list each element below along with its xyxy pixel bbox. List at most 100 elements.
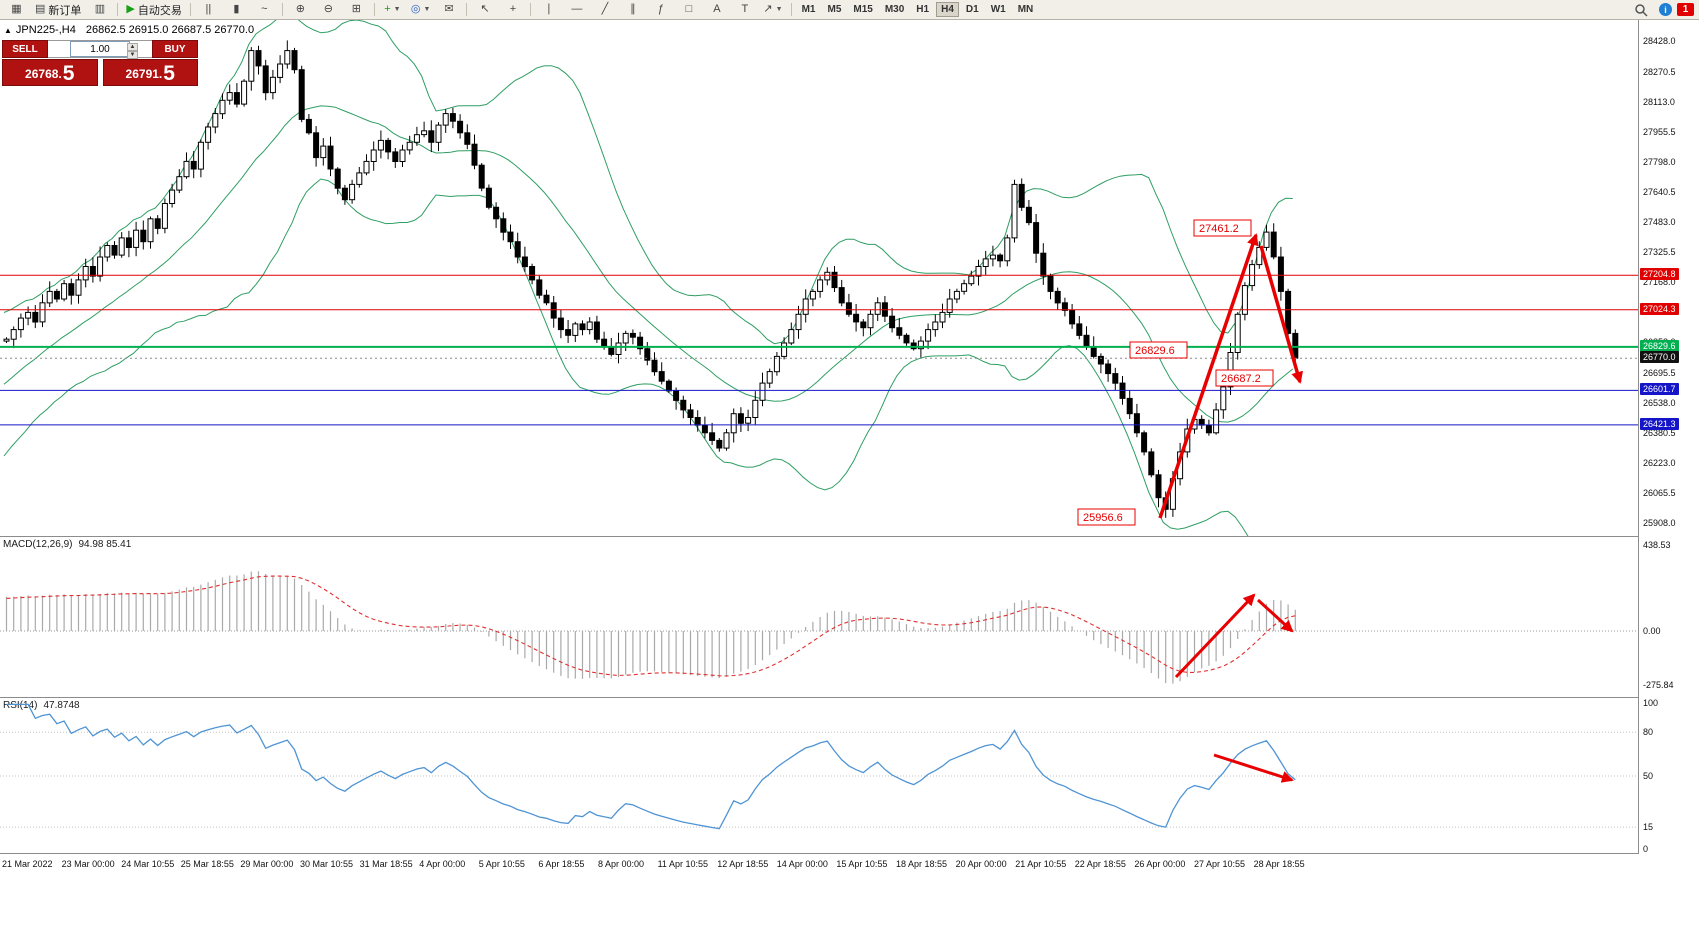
toolbar-bar-chart-button[interactable]: || xyxy=(195,0,222,19)
timeframe-d1-button[interactable]: D1 xyxy=(965,4,979,15)
cursor-icon: ↖ xyxy=(480,3,490,15)
time-label: 23 Mar 00:00 xyxy=(61,859,115,869)
fibonacci-icon: ƒ xyxy=(657,3,664,15)
timeframe-h1-button[interactable]: H1 xyxy=(916,4,930,15)
toolbar-separator xyxy=(281,3,283,16)
toolbar-right-group: i 1 xyxy=(1627,0,1696,19)
toolbar-chart-profiles-button[interactable]: ▥ xyxy=(86,0,113,19)
price-axis: 28428.0 28270.5 28113.0 27955.5 27798.0 27640… xyxy=(1638,20,1699,854)
toolbar-horizontal-line-button[interactable]: — xyxy=(563,0,590,19)
toolbar-separator xyxy=(466,3,468,16)
buy-button[interactable]: BUY xyxy=(152,40,198,58)
macd-scale-tick: 0.00 xyxy=(1643,626,1661,636)
toolbar-tile-windows-button[interactable]: ⊞ xyxy=(343,0,370,19)
timeframe-m5-button[interactable]: M5 xyxy=(827,4,842,15)
timeframe-m30-button[interactable]: M30 xyxy=(884,4,905,15)
toolbar-fibonacci-button[interactable]: ƒ xyxy=(647,0,674,19)
toolbar-text-tool-button[interactable]: A xyxy=(703,0,730,19)
time-label: 25 Mar 18:55 xyxy=(180,859,234,869)
annotation-price-box[interactable]: 27461.2 xyxy=(1193,219,1252,237)
buy-price-display[interactable]: 26791. 5 xyxy=(102,59,198,86)
trend-arrow[interactable] xyxy=(1158,233,1259,519)
toolbar-zoom-out-button[interactable]: ⊖ xyxy=(315,0,342,19)
toolbar-objects-list-button[interactable]: ◎ ▼ xyxy=(407,0,435,19)
rsi-scale-tick: 15 xyxy=(1643,822,1654,833)
sell-button[interactable]: SELL xyxy=(2,40,48,58)
sell-price-main: 26768. xyxy=(25,67,62,81)
trendline-icon: ╱ xyxy=(601,3,609,15)
candlestick-chart-icon: ▮ xyxy=(233,3,240,15)
community-icon[interactable]: i xyxy=(1659,3,1672,16)
trend-arrow[interactable] xyxy=(1259,245,1304,384)
collapse-one-click-icon[interactable]: ▲ xyxy=(4,26,12,35)
macd-indicator-label: MACD(12,26,9) 94.98 85.41 xyxy=(3,539,132,550)
time-label: 21 Apr 10:55 xyxy=(1015,859,1067,869)
trend-arrow[interactable] xyxy=(1174,593,1256,679)
toolbar-autotrading-button[interactable]: ▶ 自动交易 xyxy=(122,0,185,19)
volume-increase-button[interactable]: ▲ xyxy=(127,43,138,51)
time-label: 31 Mar 18:55 xyxy=(359,859,413,869)
svg-text:26829.6: 26829.6 xyxy=(1135,345,1175,357)
toolbar-add-indicator-button[interactable]: + ▼ xyxy=(379,0,406,19)
sell-price-pip: 5 xyxy=(62,62,75,85)
pane-separator[interactable] xyxy=(0,536,1699,537)
price-tick: 27955.5 xyxy=(1643,126,1676,137)
time-label: 26 Apr 00:00 xyxy=(1134,859,1186,869)
time-label: 12 Apr 18:55 xyxy=(717,859,769,869)
toolbar-chart-window-button[interactable]: ▦ xyxy=(3,0,30,19)
macd-pane[interactable] xyxy=(0,537,1638,697)
annotation-price-box[interactable]: 25956.6 xyxy=(1077,508,1136,526)
trend-arrow[interactable] xyxy=(1213,753,1294,783)
toolbar-cursor-button[interactable]: ↖ xyxy=(471,0,498,19)
rsi-scale-tick: 100 xyxy=(1643,698,1659,708)
dropdown-caret-icon: ▼ xyxy=(775,6,783,13)
chart-window: ▲ JPN225-,H4 26862.5 26915.0 26687.5 26770… xyxy=(0,20,1699,947)
svg-text:25956.6: 25956.6 xyxy=(1083,512,1123,524)
mailbox-icon: ✉ xyxy=(444,3,454,15)
toolbar-crosshair-button[interactable]: + xyxy=(499,0,526,19)
svg-text:26687.2: 26687.2 xyxy=(1221,373,1261,385)
toolbar-new-order-button[interactable]: ▤ 新订单 xyxy=(31,0,85,19)
toolbar-zoom-in-button[interactable]: ⊕ xyxy=(287,0,314,19)
volume-input[interactable] xyxy=(70,41,130,57)
vertical-line-icon: ∣ xyxy=(546,3,552,15)
price-tick: 26065.5 xyxy=(1643,487,1676,498)
objects-list-icon: ◎ xyxy=(410,3,421,15)
rsi-pane[interactable] xyxy=(0,698,1638,853)
annotation-price-box[interactable]: 26829.6 xyxy=(1129,341,1188,359)
macd-scale-tick: -275.84 xyxy=(1643,680,1674,691)
crosshair-icon: + xyxy=(509,3,517,15)
candles xyxy=(3,40,1299,518)
timeframe-m1-button[interactable]: M1 xyxy=(801,4,816,15)
toolbar-candlestick-chart-button[interactable]: ▮ xyxy=(223,0,250,19)
toolbar-separator xyxy=(189,3,191,16)
toolbar-trendline-button[interactable]: ╱ xyxy=(591,0,618,19)
timeframe-w1-button[interactable]: W1 xyxy=(990,4,1006,15)
pane-separator[interactable] xyxy=(0,697,1699,698)
price-tick: 28428.0 xyxy=(1643,36,1676,47)
time-label: 20 Apr 00:00 xyxy=(955,859,1007,869)
price-chart-pane[interactable]: 27461.2 26829.6 26687.2 25956.6 xyxy=(0,20,1638,536)
volume-decrease-button[interactable]: ▼ xyxy=(127,51,138,59)
toolbar-line-chart-button[interactable]: ~ xyxy=(251,0,278,19)
toolbar-shapes-button[interactable]: □ xyxy=(675,0,702,19)
trend-arrow[interactable] xyxy=(1256,598,1294,633)
sell-price-display[interactable]: 26768. 5 xyxy=(2,59,98,86)
pane-separator xyxy=(0,853,1699,854)
chart-title: ▲ JPN225-,H4 26862.5 26915.0 26687.5 26770… xyxy=(4,24,254,36)
toolbar-text-label-tool-button[interactable]: T xyxy=(731,0,758,19)
timeframe-m15-button[interactable]: M15 xyxy=(853,4,873,15)
annotation-price-box[interactable]: 26687.2 xyxy=(1215,369,1274,387)
toolbar-mailbox-button[interactable]: ✉ xyxy=(435,0,462,19)
toolbar-equidistant-channel-button[interactable]: ∥ xyxy=(619,0,646,19)
timeframe-mn-button[interactable]: MN xyxy=(1017,4,1034,15)
volume-field-wrap: ▲ ▼ xyxy=(48,40,152,59)
toolbar-arrows-tool-button[interactable]: ↗ ▼ xyxy=(759,0,786,19)
svg-text:27461.2: 27461.2 xyxy=(1199,223,1239,235)
timeframe-h4-button[interactable]: H4 xyxy=(936,2,959,17)
notification-badge[interactable]: 1 xyxy=(1677,3,1694,16)
time-label: 6 Apr 18:55 xyxy=(538,859,585,869)
search-icon[interactable] xyxy=(1627,0,1654,19)
toolbar-vertical-line-button[interactable]: ∣ xyxy=(535,0,562,19)
